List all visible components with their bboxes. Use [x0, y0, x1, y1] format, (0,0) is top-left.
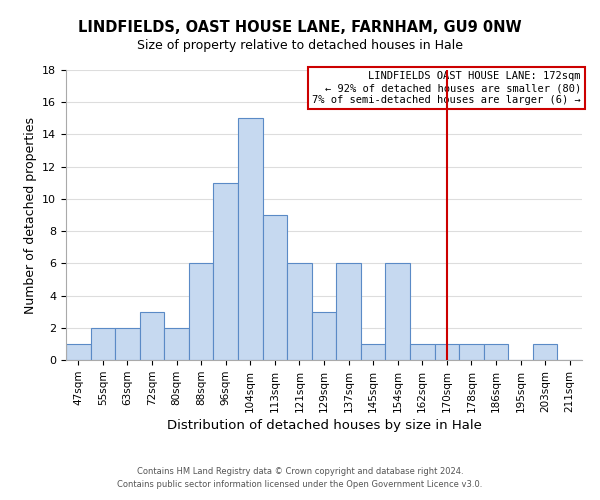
Bar [434, 344, 459, 360]
Bar [336, 264, 361, 360]
Bar [164, 328, 189, 360]
Bar [385, 264, 410, 360]
Text: Size of property relative to detached houses in Hale: Size of property relative to detached ho… [137, 38, 463, 52]
Bar [115, 328, 140, 360]
Bar [410, 344, 434, 360]
Bar [91, 328, 115, 360]
Bar [533, 344, 557, 360]
Y-axis label: Number of detached properties: Number of detached properties [23, 116, 37, 314]
Bar [214, 183, 238, 360]
Bar [361, 344, 385, 360]
Bar [287, 264, 312, 360]
Bar [238, 118, 263, 360]
Bar [140, 312, 164, 360]
Bar [66, 344, 91, 360]
Bar [484, 344, 508, 360]
X-axis label: Distribution of detached houses by size in Hale: Distribution of detached houses by size … [167, 419, 481, 432]
Bar [263, 215, 287, 360]
Text: LINDFIELDS OAST HOUSE LANE: 172sqm
← 92% of detached houses are smaller (80)
7% : LINDFIELDS OAST HOUSE LANE: 172sqm ← 92%… [312, 72, 581, 104]
Bar [312, 312, 336, 360]
Bar [189, 264, 214, 360]
Bar [459, 344, 484, 360]
Text: LINDFIELDS, OAST HOUSE LANE, FARNHAM, GU9 0NW: LINDFIELDS, OAST HOUSE LANE, FARNHAM, GU… [78, 20, 522, 35]
Text: Contains HM Land Registry data © Crown copyright and database right 2024.
Contai: Contains HM Land Registry data © Crown c… [118, 468, 482, 489]
